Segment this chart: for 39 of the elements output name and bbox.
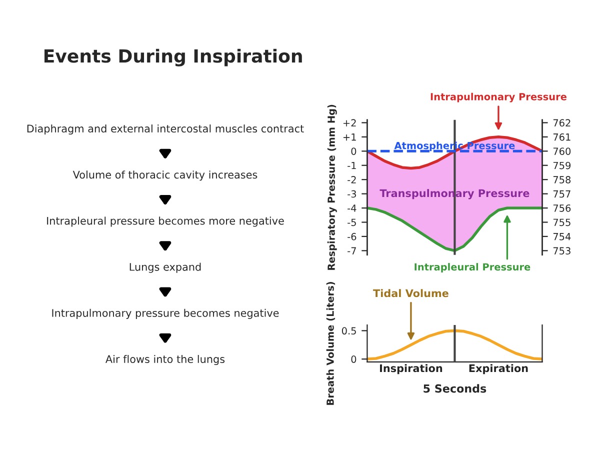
y-axis-title: Breath Volume (Liters) — [326, 282, 336, 405]
y2-tick-label: 758 — [553, 176, 571, 184]
text: Intrapleural Pressure — [414, 263, 530, 272]
y2-tick-label: 753 — [553, 247, 570, 254]
text: Lungs expand — [130, 262, 201, 273]
y-tick-label: -3 — [348, 190, 356, 198]
text: Intrapleural pressure becomes more negative — [47, 216, 284, 227]
text: Volume of thoracic cavity increases — [72, 170, 258, 181]
y-tick-label: +1 — [343, 134, 356, 141]
y-tick-label: -2 — [348, 176, 356, 184]
y-tick-label: -6 — [348, 232, 356, 240]
y-tick-label: +2 — [343, 119, 356, 126]
y2-tick-label: 761 — [553, 133, 570, 141]
x-axis-title: 5 Seconds — [424, 384, 486, 393]
text: Diaphragm and external intercostal muscles contract — [27, 124, 304, 135]
text: Air flows into the lungs — [106, 354, 225, 366]
y-tick-label: 0 — [351, 356, 356, 363]
y-tick-label: 0 — [351, 148, 356, 155]
y2-tick-label: 760 — [553, 148, 571, 155]
text: Expiration — [469, 364, 528, 374]
text: Events During Inspiration — [44, 48, 302, 66]
line-series — [367, 206, 542, 252]
y-tick-label: -5 — [348, 218, 356, 226]
line-series — [367, 136, 542, 170]
y-tick-label: -7 — [348, 247, 356, 254]
text: Tidal Volume — [373, 289, 448, 298]
y2-tick-label: 759 — [553, 162, 571, 170]
text: Intrapulmonary Pressure — [430, 92, 566, 102]
y2-tick-label: 757 — [553, 190, 570, 198]
y2-tick-label: 755 — [553, 218, 570, 226]
y2-tick-label: 756 — [553, 204, 571, 212]
y-tick-label: -1 — [348, 162, 356, 170]
y-axis-title: Respiratory Pressure (mm Hg) — [327, 104, 337, 270]
y2-tick-label: 754 — [553, 233, 571, 240]
y2-tick-label: 762 — [553, 119, 570, 127]
text: Inspiration — [380, 364, 442, 374]
y-tick-label: -4 — [348, 204, 356, 212]
text: Intrapulmonary pressure becomes negative — [52, 308, 279, 319]
y-tick-label: 0.5 — [342, 327, 356, 335]
